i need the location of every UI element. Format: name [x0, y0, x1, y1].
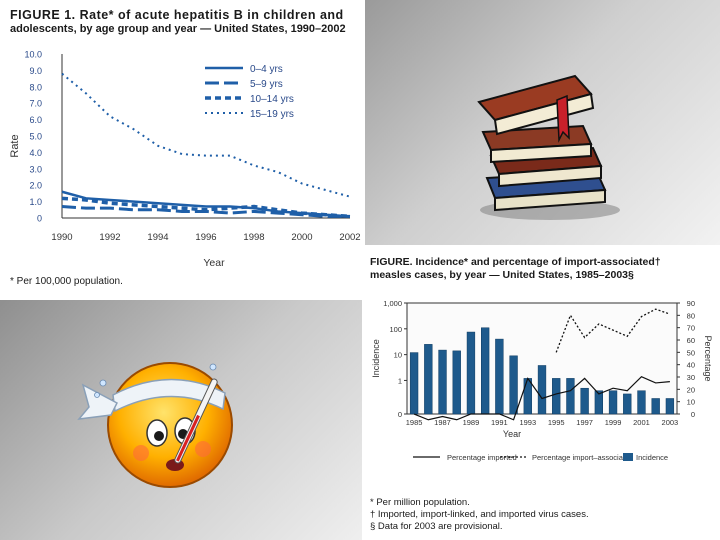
measles-y2-tick-label: 10 — [687, 398, 695, 407]
hep-legend-label-3: 10–14 yrs — [250, 94, 294, 105]
hepatitis-figure: FIGURE 1. Rate* of acute hepatitis B in … — [0, 0, 365, 300]
hepatitis-figure-title-line2: adolescents, by age group and year — Uni… — [10, 23, 346, 35]
hep-y-axis-label: Rate — [9, 134, 21, 157]
hepatitis-footnote: * Per 100,000 population. — [10, 276, 123, 287]
measles-y2-tick-label: 60 — [687, 336, 695, 345]
measles-incidence-bar — [466, 331, 476, 415]
measles-y-tick-label: 0 — [398, 410, 402, 419]
measles-incidence-bar — [523, 378, 532, 415]
measles-x-tick-label: 2001 — [633, 418, 650, 427]
measles-figure-title-line1: FIGURE. Incidence* and percentage of imp… — [370, 256, 661, 268]
measles-footnote-3: § Data for 2003 are provisional. — [370, 521, 503, 532]
measles-x-tick-label: 1999 — [605, 418, 622, 427]
measles-x-tick-label: 1989 — [463, 418, 480, 427]
hep-series-line-3 — [61, 196, 351, 219]
measles-y2-tick-label: 20 — [687, 385, 695, 394]
measles-incidence-bar — [509, 355, 518, 415]
hep-series-line-4 — [61, 72, 351, 198]
measles-y-tick-label: 1,000 — [383, 299, 402, 308]
measles-incidence-bar — [623, 393, 632, 415]
measles-y2-axis-label: Percentage — [703, 335, 713, 381]
measles-incidence-bar — [552, 378, 561, 415]
hep-legend-label-1: 0–4 yrs — [250, 64, 283, 75]
measles-incidence-bar — [665, 398, 675, 415]
hep-x-tick-label: 2002 — [339, 232, 360, 243]
measles-percentage-imported-line — [413, 375, 670, 421]
measles-y-tick-label: 100 — [389, 325, 402, 334]
hep-y-tick-label: 4.0 — [29, 148, 42, 158]
measles-legend-label-incidence: Incidence — [636, 453, 668, 462]
books-icon — [477, 74, 620, 220]
measles-legend-label-imported: Percentage imported — [447, 453, 517, 462]
measles-x-tick-label: 1993 — [519, 418, 536, 427]
measles-footnote-1: * Per million population. — [370, 497, 470, 508]
hep-y-tick-label: 2.0 — [29, 181, 42, 191]
measles-combo-chart: 0 1 10 100 1,000 0 10 20 30 40 50 60 70 80 90 1985 1987 1… — [371, 299, 713, 462]
measles-incidence-bar — [481, 327, 490, 415]
hep-x-tick-label: 1994 — [147, 232, 168, 243]
hep-x-tick-label: 1998 — [243, 232, 264, 243]
measles-y2-tick-label: 70 — [687, 324, 695, 333]
measles-incidence-bar — [409, 352, 419, 415]
measles-y2-tick-label: 50 — [687, 348, 695, 357]
hep-legend-label-4: 15–19 yrs — [250, 109, 294, 120]
measles-incidence-bar — [424, 344, 433, 415]
measles-figure-title-line2: measles cases, by year — United States, … — [370, 269, 634, 281]
measles-incidence-bar — [580, 387, 589, 415]
hep-y-tick-label: 3.0 — [29, 164, 42, 174]
hep-y-tick-label: 1.0 — [29, 197, 42, 207]
measles-figure: FIGURE. Incidence* and percentage of imp… — [365, 245, 720, 540]
measles-y-tick-label: 1 — [398, 376, 402, 385]
hep-y-tick-label: 7.0 — [29, 99, 42, 109]
measles-incidence-bar — [594, 390, 603, 415]
measles-footnote-2: † Imported, import-linked, and imported … — [370, 509, 589, 520]
hep-y-tick-label: 0 — [37, 214, 42, 224]
measles-legend-swatch-incidence — [623, 453, 633, 461]
measles-y2-tick-label: 90 — [687, 299, 695, 308]
hep-y-tick-label: 8.0 — [29, 82, 42, 92]
hep-legend-label-2: 5–9 yrs — [250, 79, 283, 90]
measles-y-tick-label: 10 — [394, 351, 402, 360]
measles-x-tick-label: 1997 — [576, 418, 593, 427]
measles-incidence-bar — [651, 398, 660, 415]
measles-percentage-import-associated-line — [555, 308, 671, 353]
measles-incidence-bar — [566, 378, 575, 415]
hep-y-tick-label: 5.0 — [29, 132, 42, 142]
measles-x-tick-label: 1991 — [491, 418, 508, 427]
measles-y2-tick-label: 0 — [691, 410, 695, 419]
measles-incidence-bar — [452, 350, 461, 415]
measles-y2-tick-label: 40 — [687, 361, 695, 370]
measles-y-axis-label: Incidence — [371, 339, 381, 378]
measles-incidence-bar — [438, 349, 447, 415]
hep-y-tick-label: 9.0 — [29, 66, 42, 76]
measles-legend-label-import-associated: Percentage import–associated — [532, 453, 633, 462]
hep-x-tick-label: 1992 — [99, 232, 120, 243]
measles-incidence-bar — [537, 365, 547, 415]
hep-x-tick-label: 2000 — [291, 232, 312, 243]
measles-x-tick-label: 1985 — [406, 418, 423, 427]
hep-y-tick-label: 6.0 — [29, 115, 42, 125]
hep-x-tick-label: 1996 — [195, 232, 216, 243]
hep-x-tick-label: 1990 — [51, 232, 72, 243]
measles-x-axis-label: Year — [503, 429, 521, 439]
hepatitis-line-chart: 0 1.0 2.0 3.0 4.0 5.0 6.0 7.0 8.0 9.0 10.0 1990 1992… — [9, 50, 361, 270]
measles-incidence-bar — [637, 390, 646, 415]
hep-y-tick-label: 10.0 — [24, 50, 42, 60]
measles-x-tick-label: 1987 — [434, 418, 451, 427]
measles-y2-tick-label: 80 — [687, 311, 695, 320]
hepatitis-figure-title-line1: FIGURE 1. Rate* of acute hepatitis B in … — [10, 8, 344, 22]
hep-x-axis-label: Year — [203, 257, 225, 269]
measles-y2-tick-label: 30 — [687, 373, 695, 382]
measles-x-tick-label: 1995 — [548, 418, 565, 427]
measles-x-tick-label: 2003 — [662, 418, 679, 427]
measles-incidence-bar — [495, 338, 504, 415]
sick-emoji-icon — [77, 362, 233, 488]
measles-incidence-bar — [608, 390, 618, 415]
